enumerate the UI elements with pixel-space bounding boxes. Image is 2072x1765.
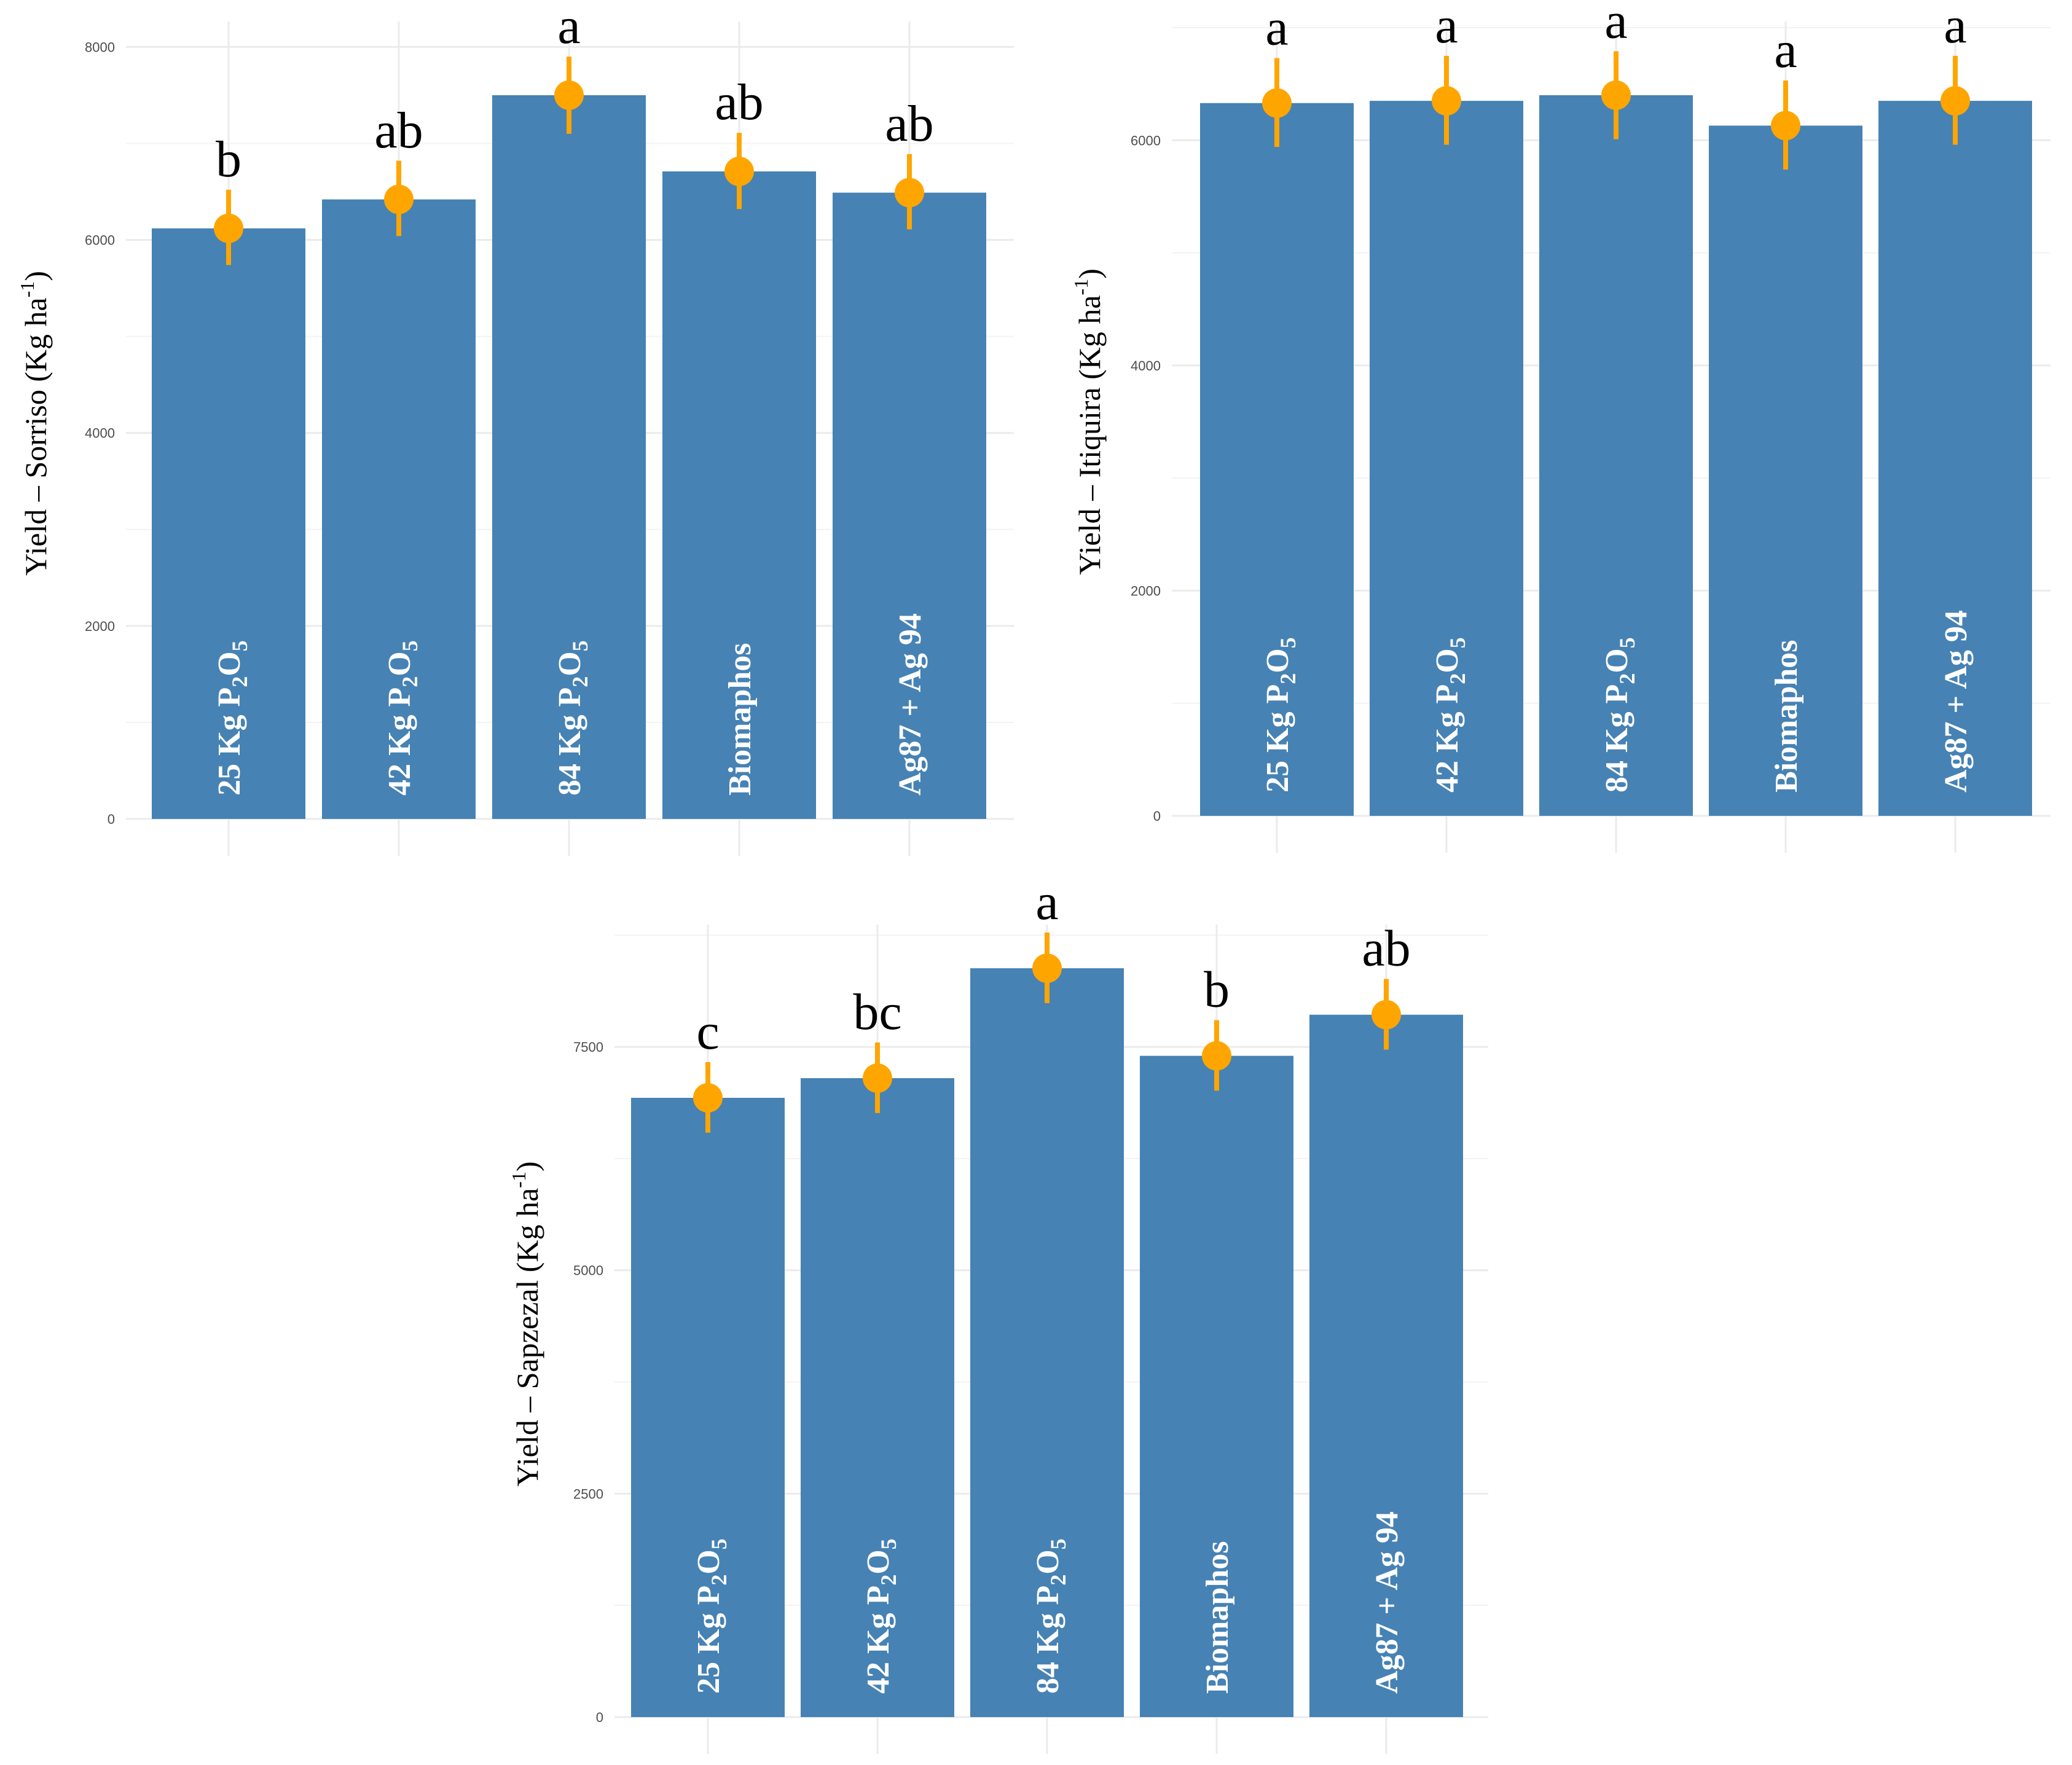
bar-category-label: 84 Kg P2O5: [552, 640, 592, 796]
bar-category-label: Ag87 + Ag 94: [1939, 610, 1974, 792]
y-tick-label: 5000: [573, 1263, 603, 1278]
y-tick-label: 8000: [85, 39, 115, 55]
y-tick-label: 2000: [1131, 583, 1161, 598]
y-tick-label: 6000: [85, 233, 115, 248]
significance-letter: c: [696, 1003, 719, 1060]
significance-letter: a: [1035, 874, 1058, 931]
mean-point: [693, 1083, 723, 1113]
mean-point: [1262, 88, 1292, 118]
significance-letter: ab: [1362, 920, 1410, 977]
significance-letter: ab: [374, 102, 423, 159]
y-tick-label: 0: [1153, 808, 1161, 824]
y-tick-label: 7500: [573, 1039, 603, 1055]
mean-point: [1601, 80, 1631, 110]
bar-category-label: 25 Kg P2O5: [1260, 637, 1300, 792]
bar[interactable]: [1200, 103, 1354, 816]
bar-category-label: 42 Kg P2O5: [861, 1538, 901, 1694]
mean-point: [1372, 1000, 1401, 1030]
mean-point: [724, 157, 754, 187]
bar-category-label: Biomaphos: [1769, 640, 1804, 792]
bar[interactable]: [1709, 125, 1862, 816]
bar-category-label: 84 Kg P2O5: [1599, 637, 1639, 792]
mean-point: [1032, 953, 1062, 984]
mean-point: [1771, 111, 1800, 141]
bar[interactable]: [1370, 101, 1523, 816]
bar[interactable]: [1140, 1055, 1293, 1717]
mean-point: [384, 184, 414, 214]
bar-category-label: 42 Kg P2O5: [382, 640, 422, 796]
bar[interactable]: [833, 192, 986, 820]
significance-letter: a: [1265, 0, 1288, 56]
significance-letter: a: [1604, 0, 1627, 49]
bar-category-label: 84 Kg P2O5: [1030, 1538, 1070, 1694]
y-tick-label: 0: [596, 1710, 603, 1725]
y-tick-label: 4000: [85, 426, 115, 441]
bar[interactable]: [492, 95, 646, 820]
significance-letter: a: [557, 0, 580, 55]
bar-category-label: Biomaphos: [1200, 1541, 1235, 1694]
bar-category-label: 42 Kg P2O5: [1430, 637, 1470, 792]
y-tick-label: 0: [108, 812, 115, 827]
bar[interactable]: [1539, 95, 1693, 816]
significance-letter: a: [1944, 0, 1966, 54]
bar-category-label: Ag87 + Ag 94: [1370, 1511, 1405, 1694]
mean-point: [1941, 86, 1970, 116]
bar-category-label: Biomaphos: [723, 643, 758, 796]
bar[interactable]: [1878, 101, 2032, 816]
panel-sorriso: 0 2000 4000 6000 8000 Yield – Sorriso (Kg ha-…: [16, 0, 1014, 856]
y-tick-label: 2000: [85, 619, 115, 634]
mean-point: [863, 1063, 892, 1093]
mean-point: [554, 80, 584, 110]
significance-letter: b: [216, 131, 241, 188]
y-tick-label: 2500: [573, 1486, 603, 1501]
panel-sapzezal: 0 2500 5000 7500 Yield – Sapzezal (Kg ha-1) 2…: [508, 874, 1488, 1754]
bar-category-label: 25 Kg P2O5: [212, 640, 252, 796]
mean-point: [1432, 86, 1461, 116]
significance-letter: b: [1204, 961, 1230, 1018]
significance-letter: bc: [853, 984, 901, 1041]
bar[interactable]: [662, 171, 816, 819]
y-axis-label: Yield – Itiquira (Kg ha-1): [1070, 268, 1107, 575]
bar-category-label: Ag87 + Ag 94: [893, 613, 928, 796]
y-axis-label: Yield – Sorriso (Kg ha-1): [16, 271, 53, 576]
bar[interactable]: [801, 1078, 954, 1717]
bar[interactable]: [152, 228, 305, 820]
panel-itiquira: 0 2000 4000 6000 Yield – Itiquira (Kg ha-1) 2…: [1070, 0, 2050, 853]
significance-letter: a: [1435, 0, 1458, 54]
significance-letter: ab: [885, 95, 933, 152]
mean-point: [895, 178, 924, 208]
y-tick-label: 6000: [1131, 133, 1161, 148]
mean-point: [214, 213, 243, 243]
bar[interactable]: [1309, 1014, 1463, 1717]
bar[interactable]: [322, 199, 476, 820]
y-tick-label: 4000: [1131, 358, 1161, 374]
bar-category-label: 25 Kg P2O5: [691, 1538, 731, 1694]
y-axis-label: Yield – Sapzezal (Kg ha-1): [508, 1161, 544, 1486]
significance-letter: a: [1774, 22, 1797, 79]
mean-point: [1202, 1041, 1231, 1071]
bar[interactable]: [631, 1098, 785, 1717]
significance-letter: ab: [715, 74, 763, 131]
bar[interactable]: [970, 968, 1124, 1717]
